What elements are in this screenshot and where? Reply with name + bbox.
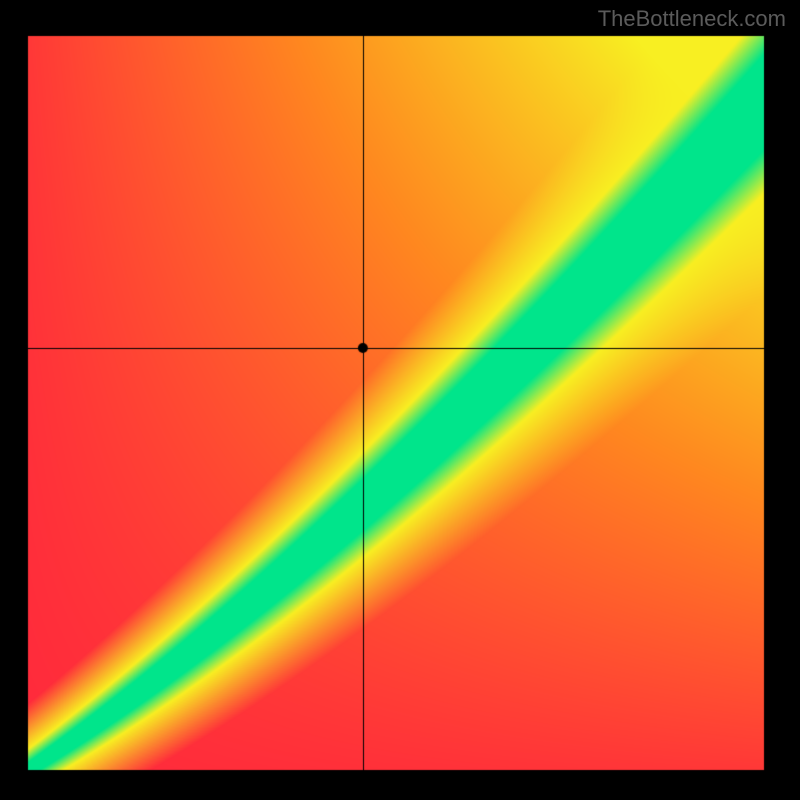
watermark-text: TheBottleneck.com bbox=[598, 6, 786, 32]
bottleneck-heatmap bbox=[0, 0, 800, 800]
chart-container: TheBottleneck.com bbox=[0, 0, 800, 800]
